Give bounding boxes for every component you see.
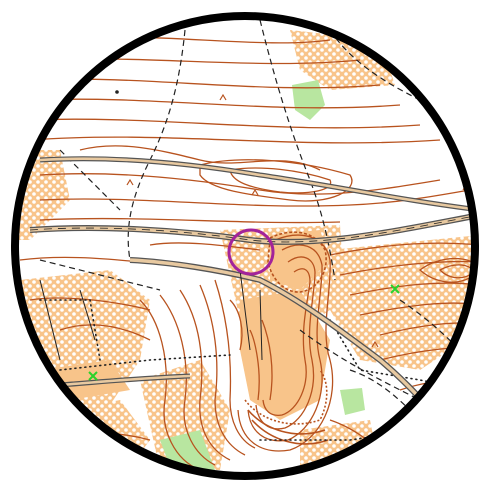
- control-circle[interactable]: [227, 228, 275, 276]
- boulder-icon: [115, 90, 119, 94]
- green-x-icon: [390, 284, 400, 294]
- linear-features: [39, 269, 263, 361]
- special-markers: [88, 284, 400, 381]
- hill-contours: [244, 231, 329, 445]
- knoll-icon: [371, 340, 379, 348]
- knoll-icon: [219, 93, 227, 101]
- map-frame: [11, 12, 479, 480]
- knoll-icon: [126, 178, 134, 186]
- green-x-icon: [88, 371, 98, 381]
- main-road: [29, 156, 473, 433]
- contour-lines: [19, 36, 473, 471]
- knoll-icon: [251, 188, 259, 196]
